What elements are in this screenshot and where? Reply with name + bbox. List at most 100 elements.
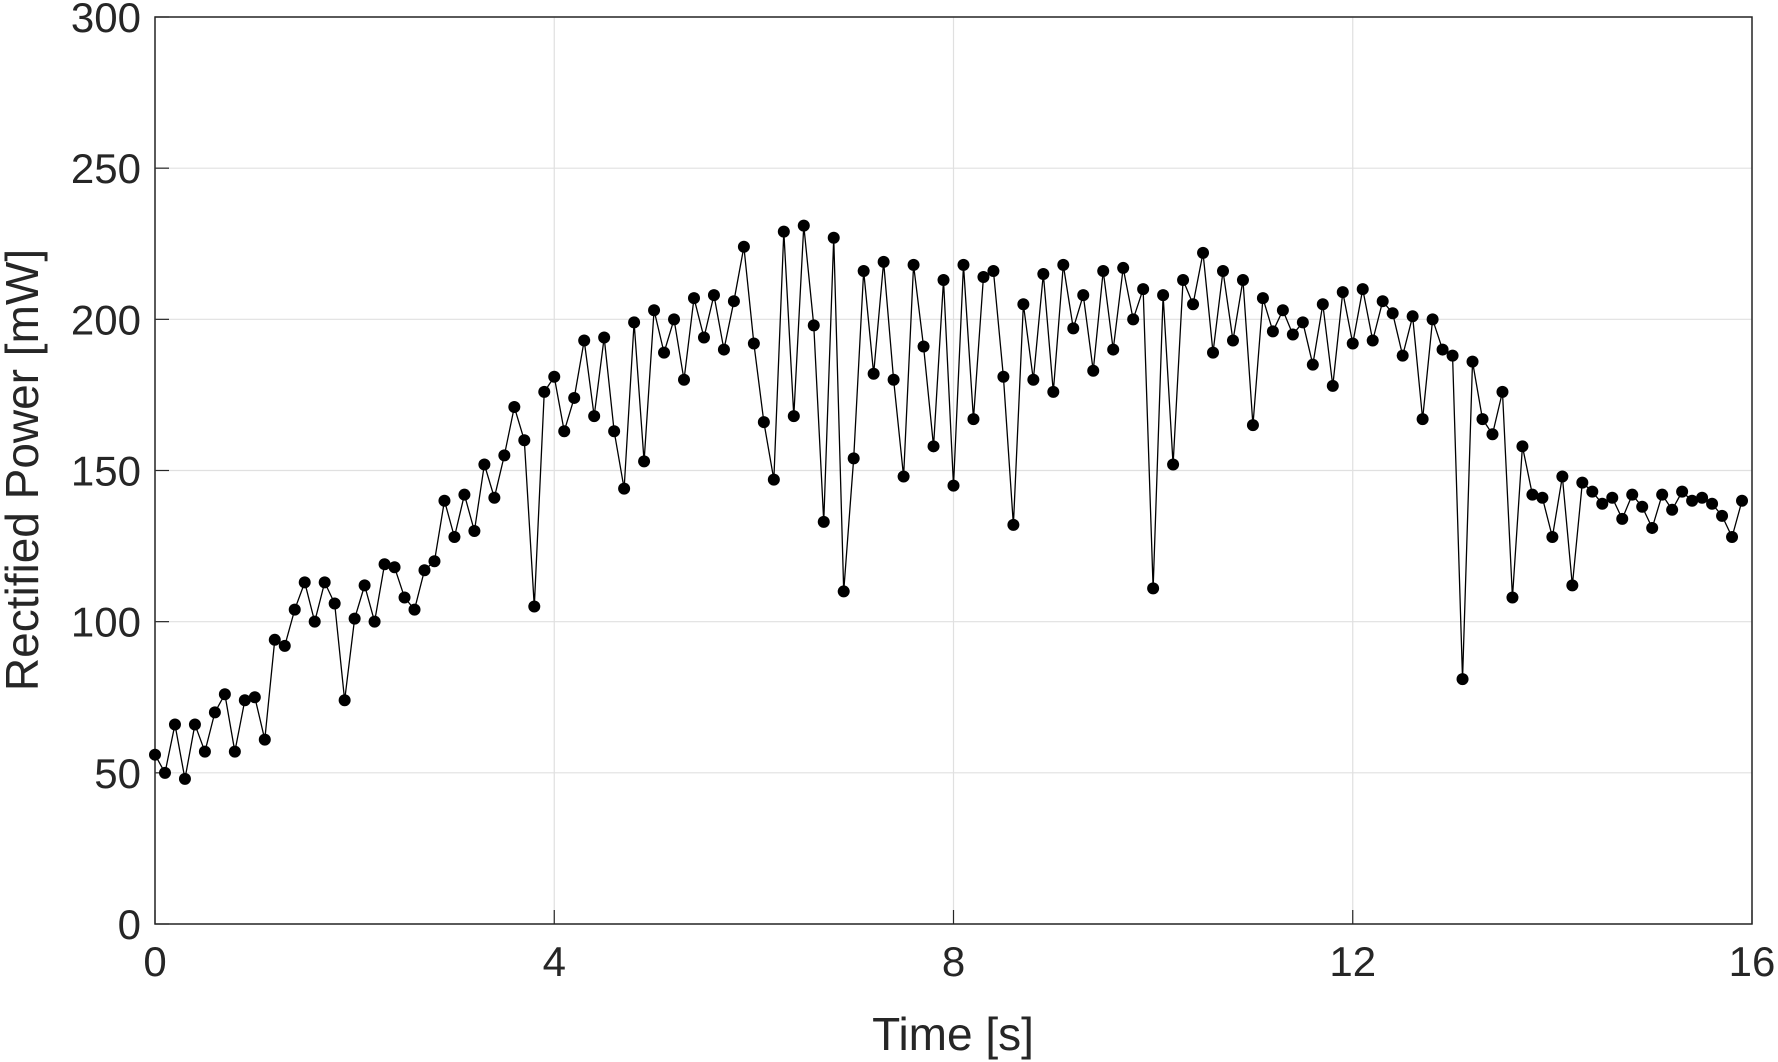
data-point (188, 718, 201, 731)
data-point (268, 633, 281, 646)
x-axis-label: Time [s] (872, 1008, 1034, 1060)
data-point (638, 455, 651, 468)
data-point (1256, 292, 1269, 305)
data-point (717, 343, 730, 356)
data-point (1446, 349, 1459, 362)
data-point (1596, 497, 1609, 510)
x-tick-label: 12 (1329, 938, 1376, 985)
data-point (1496, 385, 1509, 398)
data-point (1696, 491, 1709, 504)
data-point (288, 603, 301, 616)
data-point (1346, 337, 1359, 350)
data-point (707, 289, 720, 302)
data-point (258, 733, 271, 746)
data-point (398, 591, 411, 604)
y-tick-label: 50 (94, 750, 141, 797)
data-point (1396, 349, 1409, 362)
series-line (154, 225, 1743, 779)
data-point (1326, 379, 1339, 392)
data-point (538, 385, 551, 398)
data-point (568, 391, 581, 404)
data-point (997, 370, 1010, 383)
data-point (648, 304, 661, 317)
y-tick-label: 100 (71, 599, 141, 646)
data-point (1556, 470, 1569, 483)
data-point (687, 292, 700, 305)
data-point (1386, 307, 1399, 320)
data-point (518, 434, 531, 447)
data-point (628, 316, 641, 329)
data-point (987, 264, 1000, 277)
data-point (1506, 591, 1519, 604)
data-point (458, 488, 471, 501)
data-point (578, 334, 591, 347)
data-point (178, 772, 191, 785)
data-point (1656, 488, 1669, 501)
data-point (1416, 413, 1429, 426)
data-point (767, 473, 780, 486)
data-point (1177, 274, 1190, 287)
data-point (1187, 298, 1200, 311)
data-point (1616, 512, 1629, 525)
data-point (278, 639, 291, 652)
y-tick-label: 0 (118, 901, 141, 948)
data-point (1536, 491, 1549, 504)
data-point (428, 555, 441, 568)
data-point (1226, 334, 1239, 347)
data-point (1037, 267, 1050, 280)
data-point (1646, 521, 1659, 534)
data-point (1286, 328, 1299, 341)
data-point (837, 585, 850, 598)
data-point (1406, 310, 1419, 323)
data-point (1097, 264, 1110, 277)
data-point (1087, 364, 1100, 377)
data-point (1356, 283, 1369, 296)
data-point (1147, 582, 1160, 595)
data-point (1576, 476, 1589, 489)
data-point (857, 264, 870, 277)
data-point (747, 337, 760, 350)
data-point (1167, 458, 1180, 471)
data-point (588, 410, 601, 423)
data-point (338, 694, 351, 707)
data-point (1057, 258, 1070, 271)
data-point (897, 470, 910, 483)
data-point (1067, 322, 1080, 335)
data-point (727, 295, 740, 308)
data-point (1586, 485, 1599, 498)
data-point (1127, 313, 1140, 326)
data-point (528, 600, 541, 613)
data-point (887, 373, 900, 386)
data-point (358, 579, 371, 592)
data-point (1047, 385, 1060, 398)
data-point (1336, 286, 1349, 299)
data-point (1216, 264, 1229, 277)
data-point (827, 231, 840, 244)
data-point (418, 564, 431, 577)
data-point (1626, 488, 1639, 501)
data-point (318, 576, 331, 589)
data-point (408, 603, 421, 616)
data-point (1157, 289, 1170, 302)
data-point (1137, 283, 1150, 296)
data-point (1107, 343, 1120, 356)
data-point (817, 515, 830, 528)
data-point (867, 367, 880, 380)
data-point (1726, 531, 1739, 544)
data-point (1207, 346, 1220, 359)
data-point (1376, 295, 1389, 308)
data-point (1606, 491, 1619, 504)
data-point (1546, 531, 1559, 544)
data-point (1117, 261, 1130, 274)
data-point (1736, 494, 1749, 507)
data-point (1276, 304, 1289, 317)
data-point (757, 416, 770, 429)
data-point (907, 258, 920, 271)
data-point (558, 425, 571, 438)
data-point (807, 319, 820, 332)
data-point (158, 766, 171, 779)
data-point (1007, 518, 1020, 531)
data-point (678, 373, 691, 386)
data-point (618, 482, 631, 495)
